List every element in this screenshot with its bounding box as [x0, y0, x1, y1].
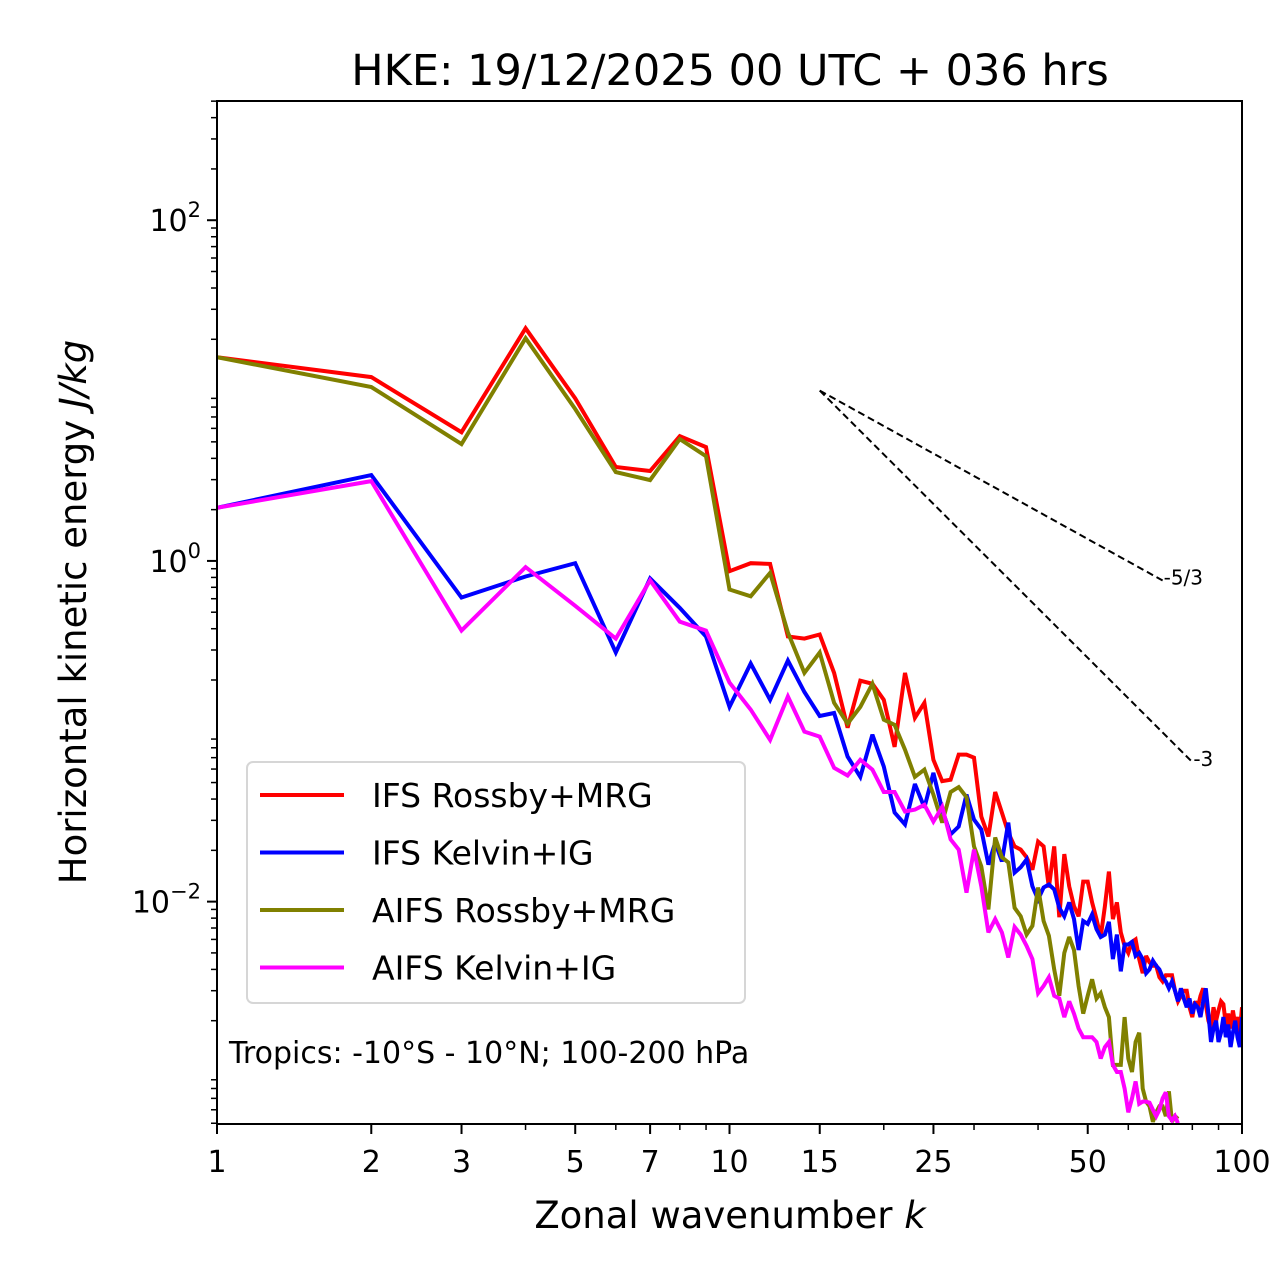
x-tick-label: 25	[914, 1145, 952, 1180]
x-tick-label: 50	[1069, 1145, 1107, 1180]
x-axis-ticks: 1 2 3 5 7 10 15 25 50 100	[207, 1124, 1271, 1180]
y-tick-label: 10−2	[132, 880, 201, 921]
legend-label: AIFS Rossby+MRG	[372, 891, 675, 930]
x-tick-label: 15	[801, 1145, 839, 1180]
series-lines	[217, 324, 1242, 1124]
series-line-aifs-kelvin-ig	[217, 478, 1180, 1124]
y-axis-label: Horizontal kinetic energy J/kg	[52, 340, 95, 884]
reference-line-slope-1	[819, 389, 1194, 763]
y-axis-label-text: Horizontal kinetic energy	[52, 420, 95, 884]
x-axis-label: Zonal wavenumber k	[534, 1194, 927, 1237]
reference-line-label: -5/3	[1164, 566, 1203, 590]
region-annotation: Tropics: -10°S - 10°N; 100-200 hPa	[228, 1036, 749, 1071]
legend-label: IFS Rossby+MRG	[372, 776, 653, 815]
y-axis-ticks: 102 100 10−2	[132, 100, 217, 1125]
x-axis-label-symbol: k	[904, 1194, 927, 1237]
legend-box	[246, 761, 746, 1004]
reference-lines	[819, 389, 1194, 763]
reference-line-slope-0	[819, 389, 1164, 582]
y-tick-label: 102	[149, 198, 201, 239]
x-tick-label: 3	[452, 1145, 471, 1180]
x-tick-label: 1	[207, 1145, 226, 1180]
series-line-ifs-rossby-mrg	[217, 324, 1242, 1033]
x-tick-label: 7	[641, 1145, 660, 1180]
x-axis-label-text: Zonal wavenumber	[534, 1194, 893, 1237]
reference-line-labels: -5/3 -3	[1164, 566, 1214, 772]
legend: IFS Rossby+MRG IFS Kelvin+IG AIFS Rossby+M…	[246, 761, 746, 1004]
legend-label: AIFS Kelvin+IG	[372, 949, 616, 988]
chart-title: HKE: 19/12/2025 00 UTC + 036 hrs	[351, 46, 1108, 96]
series-line-aifs-rossby-mrg	[217, 334, 1180, 1123]
x-tick-label: 100	[1213, 1145, 1270, 1180]
reference-line-label: -3	[1193, 747, 1213, 771]
x-tick-label: 10	[710, 1145, 748, 1180]
x-tick-label: 2	[362, 1145, 381, 1180]
x-tick-label: 5	[566, 1145, 585, 1180]
y-axis-label-unit: J/kg	[52, 340, 95, 415]
y-tick-label: 100	[149, 539, 201, 580]
legend-label: IFS Kelvin+IG	[372, 834, 594, 873]
